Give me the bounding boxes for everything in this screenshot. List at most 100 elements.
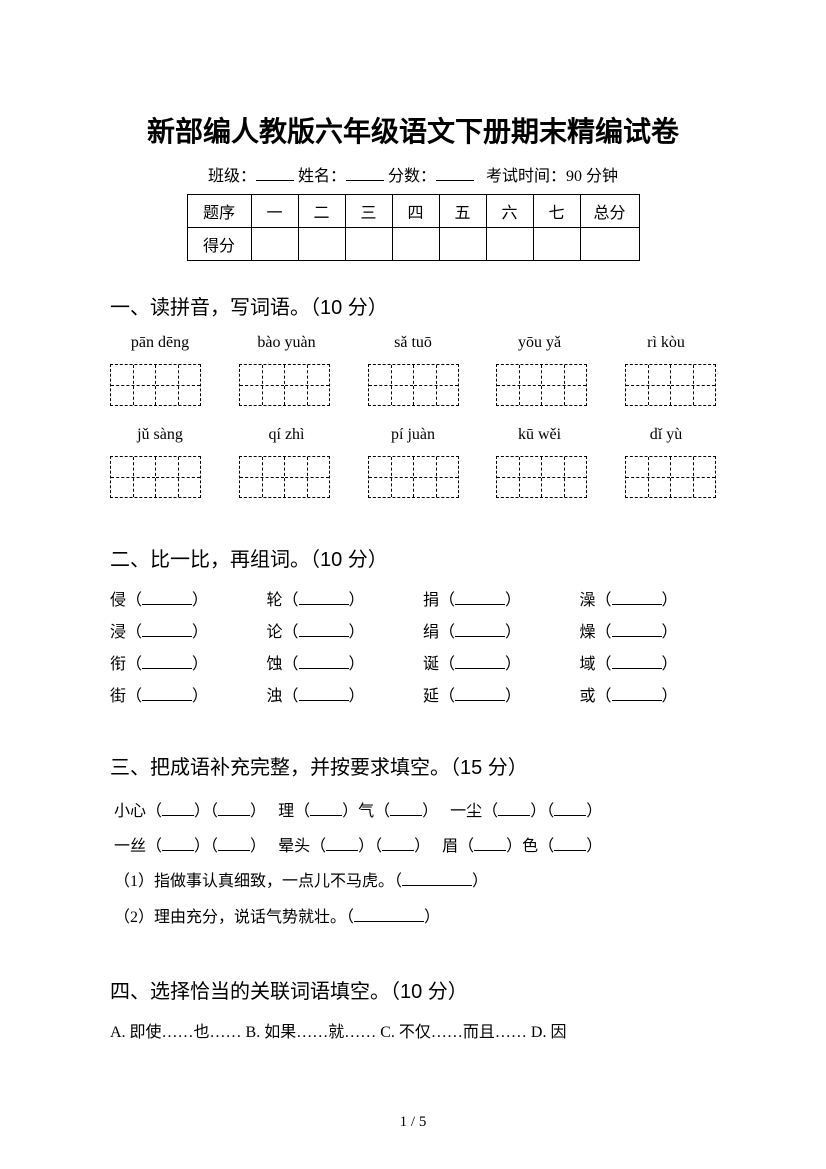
char-box-pair[interactable] (368, 456, 459, 498)
idiom-blank[interactable] (162, 803, 194, 816)
idiom-blank[interactable] (382, 838, 414, 851)
compare-char: 绢 (423, 624, 439, 641)
q1-blank[interactable] (402, 873, 472, 886)
s4-heading: 四、选择恰当的关联词语填空。（10 分） (110, 975, 716, 1004)
td-score-total[interactable] (580, 228, 639, 261)
compare-blank[interactable] (455, 592, 505, 605)
compare-item: 域（） (580, 650, 717, 674)
compare-char: 浸 (110, 624, 126, 641)
compare-item: 浸（） (110, 618, 247, 642)
compare-char: 论 (267, 624, 283, 641)
idiom-line-2: 一丝（）（） 晕头（）（） 眉（）色（） (110, 829, 716, 864)
compare-char: 诞 (423, 656, 439, 673)
time-label: 考试时间：90 分钟 (486, 168, 618, 185)
compare-char: 衔 (110, 656, 126, 673)
compare-blank[interactable] (142, 624, 192, 637)
page: 新部编人教版六年级语文下册期末精编试卷 班级： 姓名： 分数： 考试时间：90 … (0, 0, 826, 1169)
td-score-2[interactable] (298, 228, 345, 261)
idiom-blank[interactable] (498, 803, 530, 816)
compare-item: 蚀（） (267, 650, 404, 674)
compare-char: 域 (580, 656, 596, 673)
idiom-blank[interactable] (326, 838, 358, 851)
char-box-pair[interactable] (625, 456, 716, 498)
pinyin-label: yōu yǎ (490, 334, 590, 352)
pinyin-label: bào yuàn (237, 334, 337, 352)
compare-char: 侵 (110, 592, 126, 609)
char-box-pair[interactable] (110, 364, 201, 406)
compare-blank[interactable] (612, 624, 662, 637)
compare-blank[interactable] (299, 688, 349, 701)
compare-item: 诞（） (423, 650, 560, 674)
idiom-blank[interactable] (218, 838, 250, 851)
compare-blank[interactable] (142, 688, 192, 701)
compare-item: 延（） (423, 682, 560, 706)
td-score-5[interactable] (439, 228, 486, 261)
compare-char: 燥 (580, 624, 596, 641)
compare-blank[interactable] (299, 592, 349, 605)
compare-blank[interactable] (455, 624, 505, 637)
td-score-3[interactable] (345, 228, 392, 261)
idiom-blank[interactable] (474, 838, 506, 851)
th-3: 三 (345, 195, 392, 228)
compare-blank[interactable] (612, 688, 662, 701)
page-footer: 1 / 5 (0, 1114, 826, 1131)
char-box-pair[interactable] (368, 364, 459, 406)
compare-blank[interactable] (299, 656, 349, 669)
compare-blank[interactable] (455, 688, 505, 701)
name-label: 姓名： (298, 168, 346, 185)
idiom-text: 眉 (442, 838, 458, 855)
compare-item: 捐（） (423, 586, 560, 610)
compare-grid: 侵（） 轮（） 捐（） 澡（） 浸（） 论（） 绢（） 燥（） 衔（） 蚀（） … (110, 586, 716, 706)
compare-blank[interactable] (455, 656, 505, 669)
score-blank[interactable] (436, 166, 474, 181)
td-score-4[interactable] (392, 228, 439, 261)
idiom-blank[interactable] (310, 803, 342, 816)
page-title: 新部编人教版六年级语文下册期末精编试卷 (110, 110, 716, 150)
char-box-pair[interactable] (239, 364, 330, 406)
th-seq: 题序 (187, 195, 251, 228)
pinyin-row-1: pān dēng bào yuàn sǎ tuō yōu yǎ rì kòu (110, 334, 716, 358)
th-total: 总分 (580, 195, 639, 228)
compare-item: 浊（） (267, 682, 404, 706)
pinyin-label: sǎ tuō (363, 334, 463, 352)
s3-heading: 三、把成语补充完整，并按要求填空。（15 分） (110, 751, 716, 780)
th-6: 六 (486, 195, 533, 228)
idiom-blank[interactable] (554, 803, 586, 816)
compare-item: 论（） (267, 618, 404, 642)
compare-item: 燥（） (580, 618, 717, 642)
char-box-pair[interactable] (239, 456, 330, 498)
td-score-6[interactable] (486, 228, 533, 261)
char-box-pair[interactable] (496, 364, 587, 406)
compare-blank[interactable] (612, 592, 662, 605)
compare-blank[interactable] (142, 592, 192, 605)
td-score-label: 得分 (187, 228, 251, 261)
idiom-blank[interactable] (218, 803, 250, 816)
td-score-7[interactable] (533, 228, 580, 261)
pinyin-label: qí zhì (237, 426, 337, 444)
idiom-blank[interactable] (554, 838, 586, 851)
class-blank[interactable] (256, 166, 294, 181)
idiom-text: 色 (522, 838, 538, 855)
compare-char: 捐 (423, 592, 439, 609)
compare-blank[interactable] (612, 656, 662, 669)
idiom-blank[interactable] (390, 803, 422, 816)
idiom-text: 理 (278, 803, 294, 820)
compare-char: 轮 (267, 592, 283, 609)
idiom-blank[interactable] (162, 838, 194, 851)
q2-text: （2）理由充分，说话气势就壮。 (114, 909, 346, 926)
char-box-pair[interactable] (625, 364, 716, 406)
s2-heading: 二、比一比，再组词。（10 分） (110, 543, 716, 572)
compare-blank[interactable] (299, 624, 349, 637)
idiom-q2: （2）理由充分，说话气势就壮。（） (110, 900, 716, 935)
q2-blank[interactable] (354, 909, 424, 922)
table-row: 题序 一 二 三 四 五 六 七 总分 (187, 195, 639, 228)
compare-char: 浊 (267, 688, 283, 705)
td-score-1[interactable] (251, 228, 298, 261)
compare-blank[interactable] (142, 656, 192, 669)
char-box-pair[interactable] (110, 456, 201, 498)
compare-char: 延 (423, 688, 439, 705)
name-blank[interactable] (346, 166, 384, 181)
pinyin-label: dǐ yù (616, 426, 716, 444)
compare-item: 或（） (580, 682, 717, 706)
char-box-pair[interactable] (496, 456, 587, 498)
